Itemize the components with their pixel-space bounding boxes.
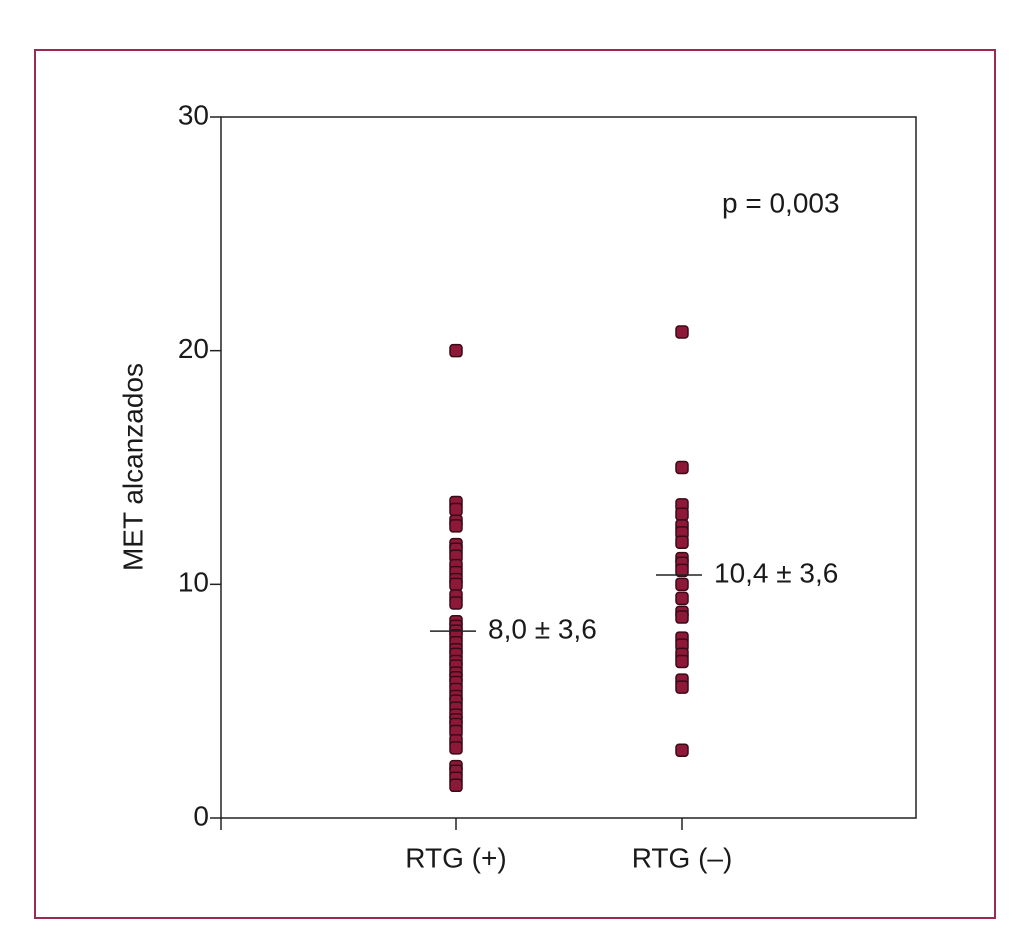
point [449,741,463,755]
point [449,778,463,793]
y-tick-label: 20 [178,333,209,364]
x-tick-label: RTG (–) [632,842,733,873]
point [449,577,463,592]
y-tick-label: 30 [178,99,209,130]
point [675,507,689,521]
point [675,325,689,339]
point [449,502,463,517]
y-tick-label: 0 [193,800,209,831]
point [675,591,689,606]
point [675,680,689,694]
mean-label: 8,0 ± 3,6 [488,613,597,644]
y-axis-label: MET alcanzados [117,363,148,571]
y-tick-label: 10 [178,567,209,598]
point [675,535,689,550]
point [675,743,689,757]
point [449,596,463,610]
point [675,460,689,475]
mean-label: 10,4 ± 3,6 [714,557,838,588]
x-tick-label: RTG (+) [405,842,506,873]
point [675,563,689,578]
plot-area [220,116,917,819]
point [675,610,689,624]
annotation: p = 0,003 [722,187,840,218]
point [675,577,689,592]
point [449,343,463,358]
frame [34,49,996,919]
point [675,654,689,669]
point [449,519,463,533]
